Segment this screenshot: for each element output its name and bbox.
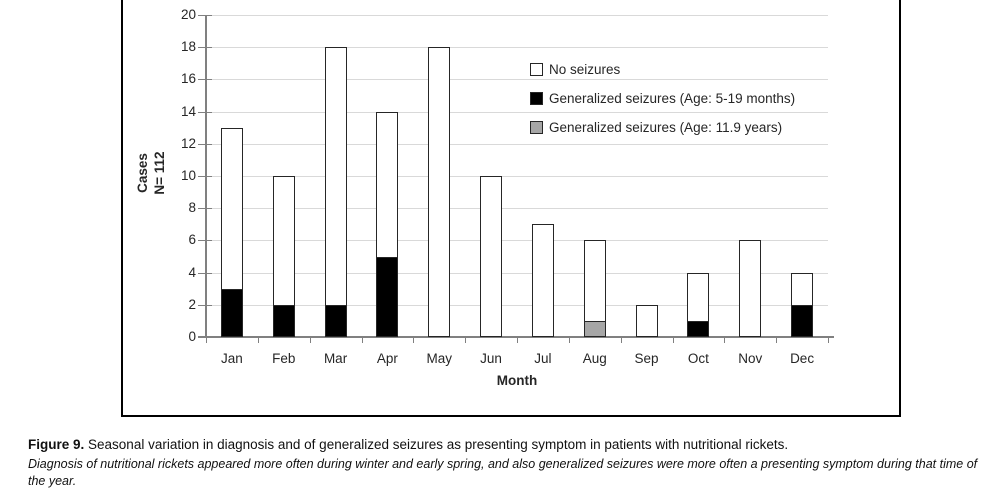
legend-swatch-icon bbox=[530, 63, 543, 76]
legend-item: No seizures bbox=[530, 55, 795, 84]
y-tick-label: 12 bbox=[180, 135, 196, 151]
x-tick-label-oct: Oct bbox=[687, 351, 709, 366]
x-tick bbox=[361, 337, 363, 343]
gridline bbox=[206, 208, 828, 210]
x-tick bbox=[568, 337, 570, 343]
x-tick bbox=[672, 337, 674, 343]
legend-label: Generalized seizures (Age: 5-19 months) bbox=[549, 91, 796, 106]
bar-may bbox=[428, 47, 451, 337]
bar-segment-mar-black bbox=[324, 304, 347, 337]
caption-label: Figure 9. bbox=[28, 437, 85, 452]
gridline bbox=[206, 111, 828, 113]
x-tick bbox=[309, 337, 311, 343]
x-tick-label-jun: Jun bbox=[480, 351, 502, 366]
gridline bbox=[206, 304, 828, 306]
x-tick-label-dec: Dec bbox=[790, 351, 815, 366]
bar-sep bbox=[635, 304, 658, 337]
x-tick bbox=[620, 337, 622, 343]
x-tick bbox=[413, 337, 415, 343]
bar-nov bbox=[739, 240, 762, 337]
x-tick-label-mar: Mar bbox=[323, 351, 348, 366]
gridline bbox=[206, 272, 828, 274]
y-axis-line bbox=[205, 15, 207, 337]
y-tick-label: 8 bbox=[188, 200, 196, 216]
x-tick-label-apr: Apr bbox=[376, 351, 398, 366]
bar-segment-feb-black bbox=[272, 304, 295, 337]
caption-note: Diagnosis of nutritional rickets appeare… bbox=[28, 457, 978, 488]
x-tick bbox=[776, 337, 778, 343]
y-axis-title-line2: N= 112 bbox=[152, 151, 167, 195]
bar-segment-jan-black bbox=[220, 288, 243, 337]
gridline bbox=[206, 15, 828, 16]
x-tick-label-sep: Sep bbox=[634, 351, 659, 366]
x-tick-label-may: May bbox=[426, 351, 452, 366]
y-tick-label: 16 bbox=[180, 71, 196, 87]
x-tick-label-aug: Aug bbox=[582, 351, 607, 366]
y-axis-title: Cases N= 112 bbox=[134, 117, 170, 229]
bar-jun bbox=[480, 176, 503, 337]
bar-segment-apr-black bbox=[376, 256, 399, 337]
x-tick bbox=[465, 337, 467, 343]
gridline bbox=[206, 47, 828, 49]
y-tick-label: 14 bbox=[180, 103, 196, 119]
legend-swatch-icon bbox=[530, 92, 543, 105]
x-tick bbox=[724, 337, 726, 343]
x-tick bbox=[257, 337, 259, 343]
x-axis-title: Month bbox=[496, 373, 538, 388]
x-tick bbox=[517, 337, 518, 343]
y-tick-label: 4 bbox=[188, 264, 196, 280]
y-tick-label: 20 bbox=[180, 7, 196, 22]
y-tick-label: 0 bbox=[188, 329, 196, 344]
y-tick-label: 18 bbox=[180, 39, 196, 55]
x-tick-label-jul: Jul bbox=[534, 351, 552, 366]
legend-label: No seizures bbox=[549, 62, 621, 77]
x-tick bbox=[206, 337, 207, 343]
legend-item: Generalized seizures (Age: 5-19 months) bbox=[530, 84, 795, 113]
x-tick-label-jan: Jan bbox=[221, 351, 243, 366]
x-tick-label-nov: Nov bbox=[738, 351, 763, 366]
gridline bbox=[206, 79, 828, 81]
bar-segment-oct-black bbox=[687, 320, 710, 337]
y-tick-label: 2 bbox=[188, 296, 196, 312]
y-tick-label: 6 bbox=[188, 232, 196, 248]
y-tick-label: 10 bbox=[180, 168, 196, 183]
bar-mar bbox=[324, 47, 347, 337]
caption-text: Seasonal variation in diagnosis and of g… bbox=[88, 437, 789, 452]
figure-caption: Figure 9. Seasonal variation in diagnosi… bbox=[28, 436, 986, 453]
bar-segment-aug-gray bbox=[583, 320, 606, 337]
chart-frame bbox=[121, 0, 901, 417]
legend: No seizures Generalized seizures (Age: 5-… bbox=[530, 55, 795, 142]
x-tick bbox=[828, 337, 829, 343]
gridline bbox=[206, 240, 828, 242]
x-tick-label-feb: Feb bbox=[272, 351, 296, 366]
legend-item: Generalized seizures (Age: 11.9 years) bbox=[530, 113, 795, 142]
bar-jul bbox=[531, 224, 554, 337]
gridline bbox=[206, 143, 828, 145]
gridline bbox=[206, 176, 828, 177]
bar-segment-dec-black bbox=[791, 304, 814, 337]
y-axis-title-line1: Cases bbox=[135, 153, 150, 193]
legend-label: Generalized seizures (Age: 11.9 years) bbox=[549, 120, 783, 135]
x-axis-line bbox=[198, 336, 834, 338]
legend-swatch-icon bbox=[530, 121, 543, 134]
